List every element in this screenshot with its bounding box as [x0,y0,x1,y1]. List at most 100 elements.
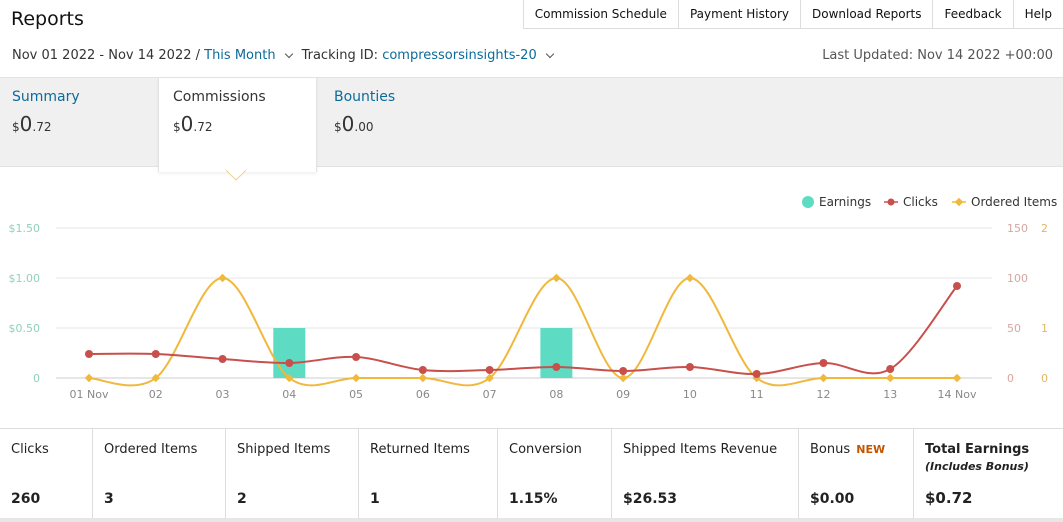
ordered-items-point [618,373,628,383]
x-axis-tick-label: 13 [883,388,897,401]
chart-svg: 0 0 0 $0.50 50 1 $1.00 100 $1.50 150 2 01 Nov 02 03 04… [9,195,1058,401]
clicks-legend-label: Clicks [903,195,938,209]
y-axis-right-items-tick-label: 2 [1041,222,1048,235]
earnings-legend-swatch [802,196,814,208]
x-axis-tick-label: 01 Nov [70,388,109,401]
ordered-items-point [218,273,227,283]
ordered-items-point [418,373,428,383]
chevron-down-icon[interactable] [545,49,554,58]
earnings-chart: 0 0 0 $0.50 50 1 $1.00 100 $1.50 150 2 01 Nov 02 03 04… [0,185,1063,415]
earnings-bar [273,328,306,378]
ordered-items-point [552,273,561,283]
clicks-point [285,359,294,367]
x-axis-tick-label: 12 [816,388,830,401]
clicks-legend-marker [887,198,895,206]
tab-payment-history[interactable]: Payment History [677,0,800,29]
commissions-amount: $0.72 [173,112,213,136]
y-axis-right-clicks-tick-label: 150 [1007,222,1028,235]
metric-returned-items: Returned Items 1 [359,429,498,522]
active-tab-pointer-icon [226,170,246,181]
metric-total-earnings: Total Earnings (Includes Bonus) $0.72 [925,442,1030,507]
clicks-point [685,363,694,371]
ordered-items-point [84,373,94,383]
tab-commission-schedule[interactable]: Commission Schedule [522,0,678,29]
tab-feedback[interactable]: Feedback [932,0,1013,29]
y-axis-left-tick-label: $1.50 [9,222,41,235]
metric-ordered-items: Ordered Items 3 [93,429,226,522]
clicks-point [552,363,561,371]
metric-clicks: Clicks 260 [0,429,93,522]
y-axis-right-clicks-tick-label: 100 [1007,272,1028,285]
x-axis-tick-label: 09 [616,388,630,401]
clicks-point [886,365,895,373]
bounties-tab[interactable]: Bounties $0.00 [322,78,482,168]
y-axis-left-tick-label: $0.50 [9,322,41,335]
y-axis-left-tick-label: 0 [33,372,40,385]
clicks-point [218,355,227,363]
x-axis-tick-label: 08 [549,388,563,401]
x-axis-tick-label: 03 [216,388,230,401]
ordered-items-point [685,273,695,283]
ordered-items-point [285,373,294,383]
x-axis-tick-label: 04 [282,388,296,401]
commissions-tab-label: Commissions [173,89,266,105]
summary-tabs: Summary $0.72 Commissions $0.72 Bounties… [0,77,1063,172]
ordered-items-legend-marker [954,197,964,207]
metric-shipped-items-revenue: Shipped Items Revenue $26.53 [612,429,799,522]
clicks-point [953,282,961,290]
clicks-point [752,370,761,378]
summary-tab-label: Summary [12,89,80,105]
clicks-point [418,366,427,374]
filter-row: Nov 01 2022 - Nov 14 2022 / This Month T… [12,48,563,63]
clicks-point [352,353,361,361]
date-range-text: Nov 01 2022 - Nov 14 2022 / [12,48,205,63]
ordered-items-legend-label: Ordered Items [971,195,1057,209]
metric-shipped-items: Shipped Items 2 [226,429,359,522]
page-title: Reports [11,8,84,30]
period-link[interactable]: This Month [204,48,276,63]
new-badge: NEW [856,443,886,456]
commissions-tab[interactable]: Commissions $0.72 [158,78,317,172]
ordered-items-point [885,373,895,383]
tab-download-reports[interactable]: Download Reports [799,0,933,29]
top-nav: Commission Schedule Payment History Down… [522,0,1063,29]
date-range-selector[interactable]: Nov 01 2022 - Nov 14 2022 / This Month [12,48,276,63]
ordered-items-line [88,276,957,387]
summary-tab[interactable]: Summary $0.72 [0,78,157,168]
x-axis-tick-label: 14 Nov [938,388,977,401]
y-axis-right-items-tick-label: 1 [1041,322,1048,335]
y-axis-right-clicks-tick-label: 50 [1007,322,1021,335]
x-axis-tick-label: 11 [750,388,764,401]
bottom-divider [0,518,1063,522]
tab-help[interactable]: Help [1012,0,1063,29]
tracking-id-label: Tracking ID: [301,48,383,63]
metric-bonus: Bonus NEW $0.00 [799,429,914,522]
x-axis-tick-label: 07 [483,388,497,401]
ordered-items-point [952,373,962,383]
clicks-point [819,359,828,367]
last-updated: Last Updated: Nov 14 2022 +00:00 [822,48,1053,63]
y-axis-left-tick-label: $1.00 [9,272,41,285]
x-axis-tick-label: 02 [149,388,163,401]
bounties-tab-label: Bounties [334,89,396,105]
x-axis-tick-label: 10 [683,388,697,401]
ordered-items-point [351,373,361,383]
x-axis-tick-label: 06 [416,388,430,401]
tracking-id-selector[interactable]: Tracking ID: compressorsinsights-20 [302,48,537,63]
metrics-bar: Clicks 260 Ordered Items 3 Shipped Items… [0,428,1063,522]
metric-conversion: Conversion 1.15% [498,429,612,522]
clicks-point [485,366,494,374]
ordered-items-point [485,373,494,383]
ordered-items-point [819,373,828,383]
summary-amount: $0.72 [12,112,52,136]
earnings-legend-label: Earnings [819,195,871,209]
clicks-point [85,350,93,358]
chevron-down-icon[interactable] [284,49,293,58]
tracking-id-value[interactable]: compressorsinsights-20 [382,48,537,63]
y-axis-right-items-tick-label: 0 [1041,372,1048,385]
bounties-amount: $0.00 [334,112,374,136]
ordered-items-point [151,373,161,383]
clicks-point [151,350,160,358]
clicks-point [619,367,628,375]
y-axis-right-clicks-tick-label: 0 [1007,372,1014,385]
